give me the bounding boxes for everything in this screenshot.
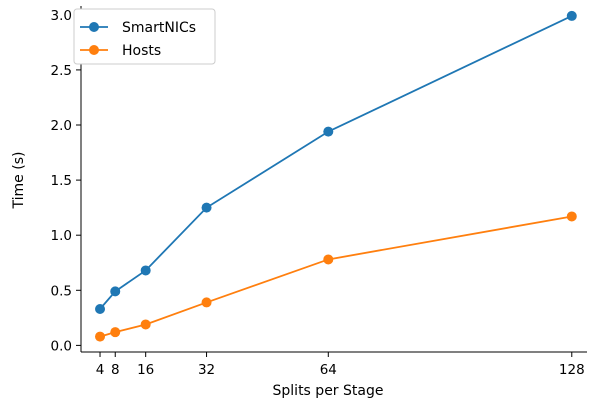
legend-label-hosts: Hosts xyxy=(122,43,161,59)
y-ticks: 0.0 0.5 1.0 1.5 2.0 2.5 3.0 xyxy=(51,8,81,354)
y-axis-label: Time (s) xyxy=(11,152,27,210)
x-tick-label: 16 xyxy=(137,362,154,378)
y-tick-label: 2.0 xyxy=(51,118,72,134)
data-point-hosts xyxy=(110,327,121,338)
x-ticks: 4 8 16 32 64 128 xyxy=(96,352,585,378)
data-point-smartnics xyxy=(140,265,151,276)
y-tick-label: 0.5 xyxy=(51,283,72,299)
x-tick-label: 4 xyxy=(96,362,105,378)
y-tick-label: 2.5 xyxy=(51,63,72,79)
y-tick-label: 0.0 xyxy=(51,338,72,354)
data-point-smartnics xyxy=(323,126,334,137)
legend-box xyxy=(73,8,216,65)
data-point-smartnics xyxy=(566,10,577,21)
data-point-hosts xyxy=(140,319,151,330)
legend-swatch-marker-hosts xyxy=(89,45,99,55)
x-tick-label: 128 xyxy=(559,362,585,378)
y-tick-label: 3.0 xyxy=(51,8,72,24)
y-tick-label: 1.5 xyxy=(51,173,72,189)
data-point-hosts xyxy=(201,297,212,308)
data-point-smartnics xyxy=(110,286,121,297)
legend-swatch-marker-smartnics xyxy=(89,22,99,32)
data-point-smartnics xyxy=(201,202,212,213)
x-axis-label: Splits per Stage xyxy=(273,383,384,399)
data-point-hosts xyxy=(566,211,577,222)
x-tick-label: 64 xyxy=(320,362,337,378)
data-point-hosts xyxy=(95,331,106,342)
plot-area xyxy=(95,10,577,342)
x-tick-label: 8 xyxy=(111,362,120,378)
data-point-hosts xyxy=(323,254,334,265)
legend-label-smartnics: SmartNICs xyxy=(122,20,196,36)
series-line-hosts xyxy=(99,215,572,338)
legend: SmartNICs Hosts xyxy=(73,8,216,65)
x-tick-label: 32 xyxy=(198,362,215,378)
y-tick-label: 1.0 xyxy=(51,228,72,244)
data-point-smartnics xyxy=(95,304,106,315)
